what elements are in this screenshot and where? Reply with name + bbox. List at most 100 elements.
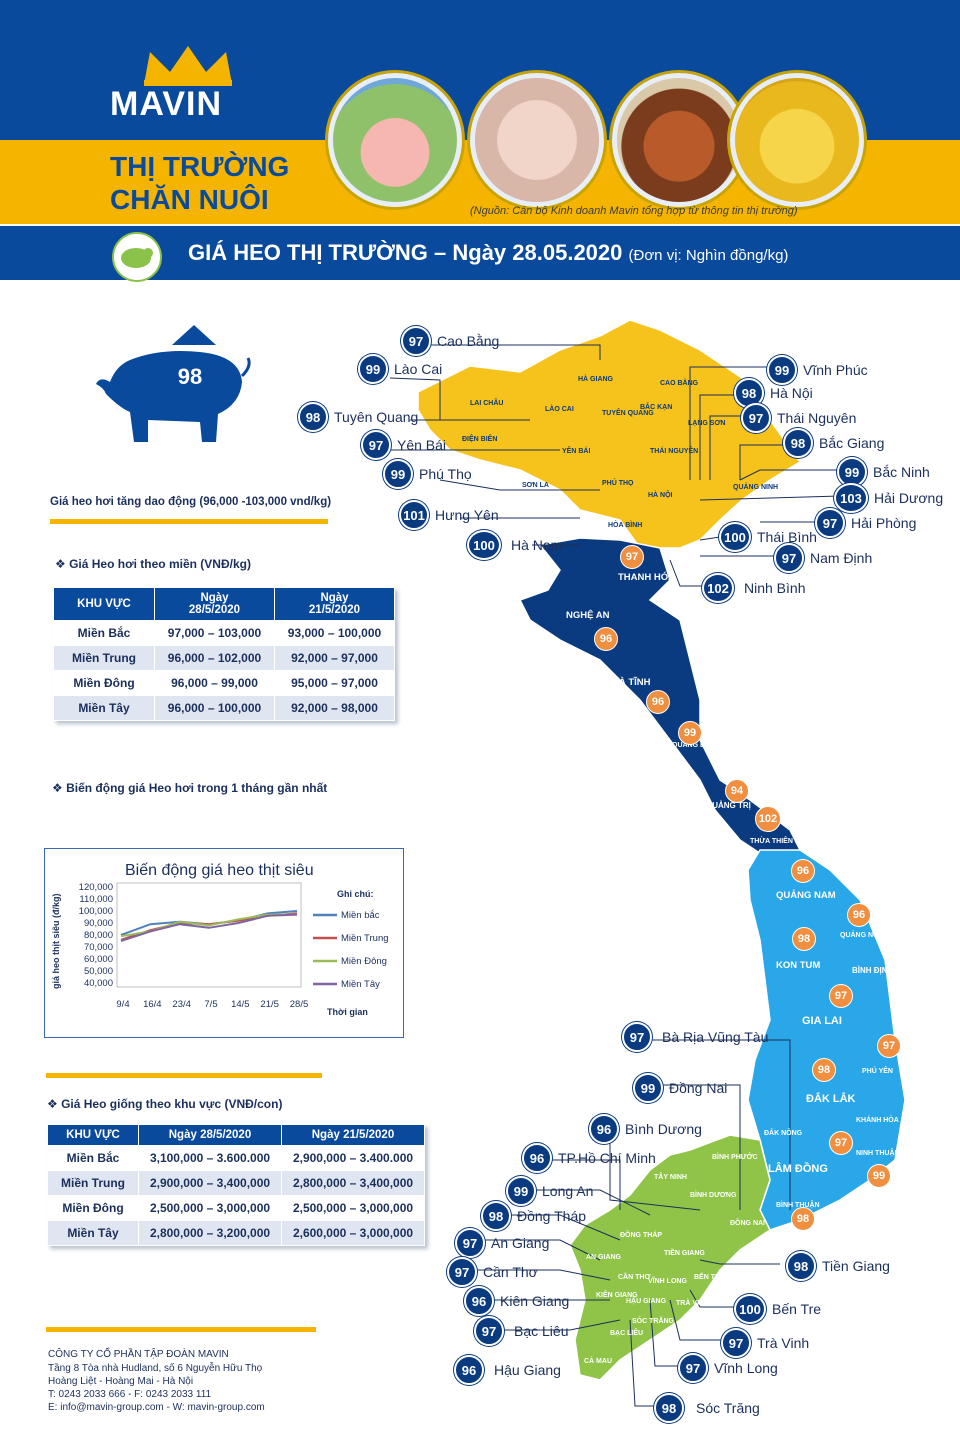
pin-price: 103 (834, 483, 868, 513)
pin-name: Bình Dương (625, 1121, 702, 1137)
region-label: NINH THUẬN (856, 1150, 900, 1157)
cell: 92,000 – 98,000 (274, 695, 395, 721)
price-bubble: 98 (812, 1058, 836, 1082)
region-label: GIA LAI (802, 1015, 842, 1027)
x-tick-label: 16/4 (143, 999, 162, 1010)
price-bubble: 96 (791, 859, 815, 883)
pin-name: Nam Định (810, 550, 873, 566)
chart-legend: Miền bắc Miền Trung Miền Đông Miền Tây (313, 910, 389, 990)
pin-name: Thái Nguyên (777, 410, 857, 426)
map-pin-thai-binh: 100 Thái Bình (719, 522, 817, 552)
divider-3 (46, 1327, 316, 1332)
piglet-price-table: KHU VỰC Ngày 28/5/2020 Ngày 21/5/2020 Mi… (47, 1124, 425, 1246)
divider-2 (46, 1073, 322, 1078)
chart-ylabel: giá heo thịt siêu (đ/kg) (51, 893, 61, 989)
pin-price: 97 (474, 1316, 504, 1346)
price-bubble: 98 (792, 927, 816, 951)
pin-price: 96 (464, 1286, 494, 1316)
map-pin-hung-yen: 101 Hưng Yên (399, 500, 499, 530)
pin-price: 99 (506, 1176, 536, 1206)
price-bubble: 96 (594, 627, 618, 651)
cell: 3,100,000 – 3.600.000 (138, 1145, 282, 1171)
pin-name: Hậu Giang (494, 1362, 561, 1378)
cell: 93,000 – 100,000 (274, 620, 395, 646)
pin-price: 97 (741, 403, 771, 433)
pin-name: Kiên Giang (500, 1293, 570, 1309)
price-bubble: 96 (847, 903, 871, 927)
pin-name: An Giang (491, 1235, 550, 1251)
map-pin-ba-ria-vung-tau: 97 Bà Rịa Vũng Tàu (622, 1022, 768, 1052)
table-row: Miền Đông 96,000 – 99,000 95,000 – 97,000 (53, 670, 395, 696)
pin-price: 98 (786, 1251, 816, 1281)
x-tick-label: 28/5 (290, 999, 309, 1010)
map-pin-dong-nai: 99 Đồng Nai (633, 1073, 727, 1103)
pig-silhouette-icon (96, 351, 251, 442)
col-khu-vuc: KHU VỰC (47, 1124, 139, 1146)
table-row: Miền Trung 2,900,000 – 3,400,000 2,800,000… (47, 1170, 425, 1196)
price-bubble: 97 (829, 984, 853, 1008)
pin-price: 101 (399, 500, 429, 530)
region-label: ĐẮK NÔNG (764, 1130, 803, 1137)
diamond-bullet-icon: ❖ (52, 781, 67, 795)
map-pin-phu-tho: 99 Phú Thọ (383, 459, 472, 489)
map-pin-ninh-binh: 102 Ninh Bình (702, 573, 805, 603)
region-label: KON TUM (776, 960, 821, 971)
pin-name: Hà Nội (770, 385, 813, 401)
map-pin-tp-ho-chi-minh: 96 TP.Hồ Chí Minh (522, 1143, 656, 1173)
footer-phone: T: 0243 2033 666 - F: 0243 2033 111 (48, 1389, 212, 1400)
region-label: ĐẮK LẮK (806, 1093, 856, 1105)
chart-series (120, 910, 298, 942)
map-pin-lao-cai: 99 Lào Cai (358, 354, 442, 384)
pin-name: Bắc Giang (819, 435, 885, 451)
map-pin-yen-bai: 97 Yên Bái (361, 430, 446, 460)
pin-price: 97 (774, 543, 804, 573)
cell: Miền Tây (47, 1220, 139, 1246)
legend-title: Ghi chú: (337, 889, 374, 899)
price-bubble: 99 (867, 1164, 891, 1188)
map-pin-an-giang: 97 An Giang (455, 1228, 549, 1258)
table-row: Miền Bắc 3,100,000 – 3.600.000 2,900,000 –… (47, 1145, 425, 1171)
map-pin-tuyen-quang: 98 Tuyên Quang (298, 402, 418, 432)
pin-name: Bến Tre (772, 1301, 822, 1317)
pin-name: Hải Phòng (851, 515, 917, 531)
pin-name: Bà Rịa Vũng Tàu (662, 1029, 769, 1045)
title-line2: CHĂN NUÔI (110, 184, 269, 215)
region-label: BÌNH THUẬN (776, 1202, 820, 1209)
region-label: KHÁNH HÒA (856, 1117, 899, 1124)
y-tick-label: 40,000 (84, 978, 113, 989)
region-label: AN GIANG (586, 1254, 621, 1261)
chart-xlabel: Thời gian (327, 1007, 368, 1017)
region-label: LÀO CAI (545, 406, 574, 413)
map-pin-bac-lieu: 97 Bạc Liêu (474, 1316, 568, 1346)
banner-title: GIÁ HEO THỊ TRƯỜNG – Ngày 28.05.2020 (Đơ… (188, 240, 788, 266)
pin-price: 100 (734, 1294, 766, 1324)
y-tick-label: 70,000 (84, 942, 113, 953)
region-label: LẠNG SƠN (688, 420, 726, 427)
region-south (569, 1134, 771, 1381)
region-label: ĐỒNG NAI (730, 1220, 765, 1227)
footer-address1: Tầng 8 Tòa nhà Hudland, số 6 Nguyễn Hữu … (48, 1363, 263, 1374)
region-label: TUYÊN QUANG (602, 410, 654, 417)
pig-photo (328, 73, 462, 207)
cell: 2,800,000 – 3,400,000 (281, 1170, 425, 1196)
map-pin-bac-giang: 98 Bắc Giang (783, 428, 884, 458)
map-pin-bac-ninh: 99 Bắc Ninh (837, 457, 930, 487)
cell: 2,800,000 – 3,200,000 (138, 1220, 282, 1246)
piglet-table-heading-text: Giá Heo giống theo khu vực (VNĐ/con) (61, 1097, 283, 1111)
col-21-5: Ngày 21/5/2020 (281, 1124, 425, 1146)
cell: 2,600,000 – 3,000,000 (281, 1220, 425, 1246)
pin-price: 100 (467, 530, 501, 560)
pin-price: 98 (298, 402, 328, 432)
y-tick-label: 100,000 (79, 906, 113, 917)
region-label: HẬU GIANG (626, 1298, 667, 1305)
piglet-table-heading: ❖ Giá Heo giống theo khu vực (VNĐ/con) (47, 1097, 282, 1111)
pin-price: 102 (702, 573, 734, 603)
region-label: THANH HÓA (618, 572, 675, 583)
region-label: BẠC LIÊU (610, 1330, 644, 1337)
pin-price: 97 (401, 326, 431, 356)
legend-label: Miền bắc (341, 910, 380, 921)
region-label: HÒA BÌNH (608, 522, 643, 529)
map-pin-thai-nguyen: 97 Thái Nguyên (741, 403, 856, 433)
pin-name: Hải Dương (874, 490, 944, 506)
series-line (120, 913, 298, 942)
